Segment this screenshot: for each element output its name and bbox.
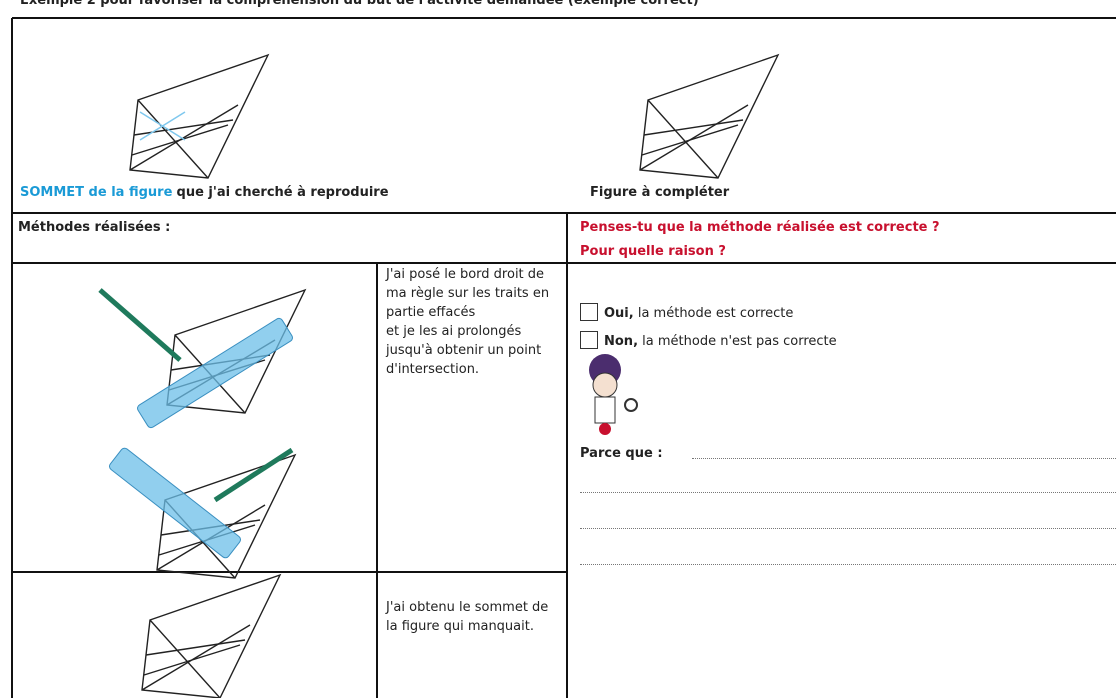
no-rest: la méthode n'est pas correcte — [642, 334, 837, 349]
answer-line[interactable] — [580, 528, 1116, 529]
paragraph: J'ai posé le bord droit de ma règle sur … — [386, 267, 550, 320]
heading: Exemple 2 pour favoriser la compréhensio… — [20, 0, 699, 8]
character-icon — [589, 354, 638, 435]
because-label: Parce que : — [580, 446, 663, 461]
target-label: SOMMET de la figure que j'ai cherché à r… — [20, 183, 389, 202]
paragraph: et je les ai prolongés jusqu'à obtenir u… — [386, 324, 542, 377]
yes-option[interactable]: Oui, la méthode est correcte — [580, 303, 793, 323]
yes-bold: Oui, — [604, 306, 634, 321]
method-1-text: J'ai posé le bord droit de ma règle sur … — [386, 265, 562, 379]
yes-rest: la méthode est correcte — [637, 306, 794, 321]
target-rest: que j'ai cherché à reproduire — [176, 185, 389, 200]
complete-label: Figure à compléter — [590, 185, 730, 200]
question-2: Pour quelle raison ? — [580, 244, 726, 259]
checkbox[interactable] — [580, 331, 598, 349]
question-1: Penses-tu que la méthode réalisée est co… — [580, 220, 940, 235]
paragraph: J'ai obtenu le sommet de la figure qui m… — [386, 600, 549, 634]
checkbox[interactable] — [580, 303, 598, 321]
no-option[interactable]: Non, la méthode n'est pas correcte — [580, 331, 837, 351]
answer-line[interactable] — [692, 458, 1116, 459]
answer-line[interactable] — [580, 564, 1116, 565]
no-bold: Non, — [604, 334, 639, 349]
method-2-text: J'ai obtenu le sommet de la figure qui m… — [386, 598, 556, 636]
answer-line[interactable] — [580, 492, 1116, 493]
target-highlight: SOMMET de la figure — [20, 185, 173, 200]
methods-header: Méthodes réalisées : — [18, 220, 171, 235]
